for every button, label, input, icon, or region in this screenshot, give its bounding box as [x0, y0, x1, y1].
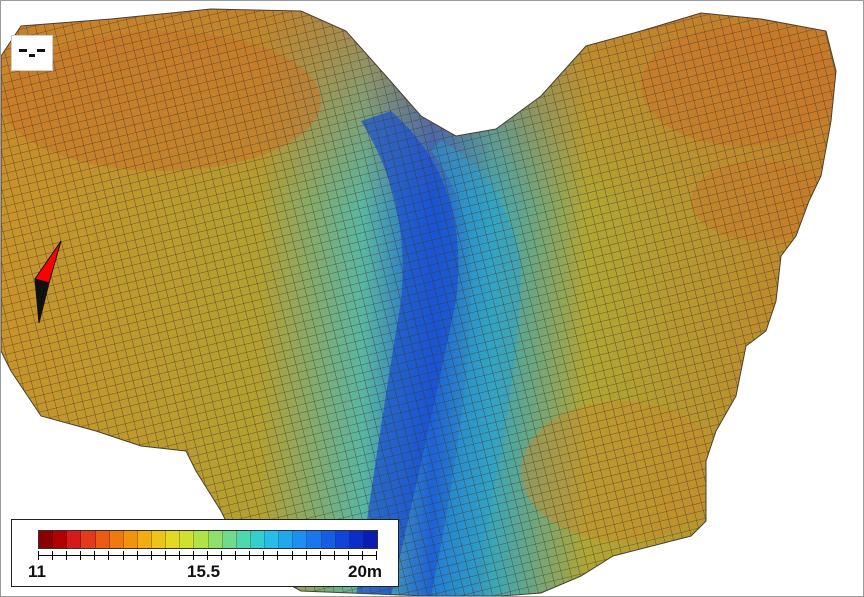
legend-tick — [333, 551, 335, 560]
legend-tick — [136, 551, 138, 560]
legend-tick — [80, 551, 82, 560]
legend-axis — [38, 551, 378, 561]
legend-color-segment — [222, 531, 237, 548]
compass-north-needle — [34, 240, 62, 284]
compass-south-needle — [34, 278, 50, 324]
legend-color-segment — [236, 531, 251, 548]
legend-color-segment — [123, 531, 138, 548]
legend-tick — [94, 551, 96, 560]
legend-tick — [178, 551, 180, 560]
legend-tick — [263, 551, 265, 560]
legend-color-segment — [180, 531, 195, 548]
legend-color-segment — [95, 531, 110, 548]
legend-tick — [122, 551, 124, 560]
legend-max-label: 20m — [348, 562, 383, 581]
legend-color-segment — [349, 531, 364, 548]
legend-tick — [221, 551, 223, 560]
legend-tick — [305, 551, 307, 560]
legend-tick — [66, 551, 68, 560]
legend-color-segment — [335, 531, 350, 548]
legend-tick — [277, 551, 279, 560]
legend-color-segment — [250, 531, 265, 548]
legend-color-segment — [137, 531, 152, 548]
legend-color-segment — [81, 531, 96, 548]
legend-color-segment — [307, 531, 322, 548]
legend-tick — [52, 551, 54, 560]
legend-color-segment — [166, 531, 181, 548]
legend-color-segment — [208, 531, 223, 548]
view-mode-icon — [19, 49, 27, 52]
legend-min-label: 11 — [28, 562, 46, 581]
legend-tick — [235, 551, 237, 560]
legend-color-segment — [194, 531, 209, 548]
compass-icon[interactable] — [31, 237, 67, 329]
legend-tick — [108, 551, 110, 560]
legend-tick — [376, 551, 377, 560]
legend-color-segment — [53, 531, 68, 548]
legend-tick — [207, 551, 208, 560]
legend-color-segment — [152, 531, 167, 548]
legend-tick — [319, 551, 321, 560]
legend-color-segment — [39, 531, 54, 548]
legend-color-segment — [321, 531, 336, 548]
legend-mid-label: 15.5 — [187, 562, 221, 581]
legend-tick — [38, 551, 39, 560]
legend-tick — [249, 551, 251, 560]
legend-color-segment — [265, 531, 280, 548]
legend-tick — [291, 551, 293, 560]
legend-tick — [347, 551, 349, 560]
legend-color-segment — [279, 531, 294, 548]
legend-color-segment — [67, 531, 82, 548]
legend-color-segment — [109, 531, 124, 548]
legend-color-segment — [363, 531, 377, 548]
legend-tick — [150, 551, 152, 560]
view-mode-button[interactable] — [11, 35, 53, 71]
depth-legend: 11 15.5 20m — [11, 519, 399, 587]
legend-tick — [164, 551, 166, 560]
legend-tick — [192, 551, 194, 560]
legend-tick — [361, 551, 363, 560]
legend-colorbar — [38, 530, 378, 549]
legend-color-segment — [293, 531, 308, 548]
